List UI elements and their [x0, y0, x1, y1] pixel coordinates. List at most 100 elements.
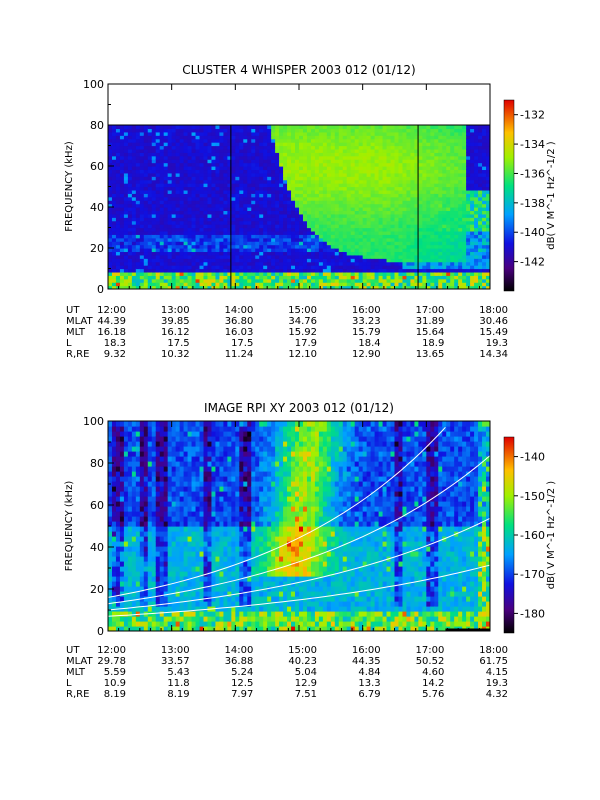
heatmap-cell: [127, 451, 133, 457]
heatmap-cell: [306, 196, 312, 201]
heatmap-cell: [127, 571, 133, 577]
heatmap-cell: [390, 155, 396, 160]
heatmap-cell: [115, 159, 121, 164]
heatmap-cell: [139, 248, 145, 253]
heatmap-cell: [147, 176, 153, 181]
heatmap-cell: [159, 183, 165, 188]
heatmap-cell: [239, 265, 244, 270]
heatmap-cell: [219, 234, 224, 239]
heatmap-cell: [318, 131, 324, 136]
heatmap-cell: [199, 203, 205, 208]
heatmap-cell: [263, 217, 268, 222]
heatmap-cell: [203, 244, 209, 249]
heatmap-cell: [366, 244, 372, 249]
heatmap-cell: [243, 244, 248, 249]
ephemeris-row-label: R,RE: [66, 349, 89, 360]
heatmap-cell: [231, 162, 236, 167]
heatmap-cell: [299, 282, 304, 287]
heatmap-cell: [283, 196, 288, 201]
heatmap-cell: [179, 237, 185, 242]
heatmap-cell: [139, 258, 145, 263]
heatmap-cell: [199, 254, 205, 259]
heatmap-cell: [215, 278, 221, 283]
heatmap-cell: [314, 200, 320, 205]
heatmap-cell: [231, 268, 236, 273]
heatmap-cell: [382, 207, 388, 212]
heatmap-cell: [410, 217, 415, 222]
heatmap-cell: [414, 162, 419, 167]
heatmap-cell: [295, 258, 300, 263]
heatmap-cell: [334, 162, 340, 167]
heatmap-cell: [183, 282, 189, 287]
heatmap-cell: [299, 135, 304, 140]
heatmap-cell: [247, 285, 252, 289]
heatmap-cell: [119, 601, 125, 607]
heatmap-cell: [454, 241, 459, 246]
heatmap-cell: [450, 224, 455, 229]
y-tick-label: 80: [90, 119, 104, 132]
heatmap-cell: [171, 254, 177, 259]
heatmap-cell: [314, 234, 320, 239]
heatmap-cell: [115, 179, 121, 184]
heatmap-cell: [338, 196, 344, 201]
heatmap-cell: [482, 258, 487, 263]
heatmap-cell: [462, 135, 467, 140]
heatmap-cell: [223, 244, 228, 249]
heatmap-cell: [111, 456, 117, 462]
heatmap-cell: [486, 179, 490, 184]
heatmap-cell: [295, 193, 300, 198]
heatmap-cell: [462, 196, 467, 201]
heatmap-cell: [251, 131, 256, 136]
heatmap-cell: [338, 217, 344, 222]
heatmap-cell: [338, 183, 344, 188]
heatmap-cell: [291, 169, 296, 174]
heatmap-cell: [426, 135, 431, 140]
heatmap-cell: [247, 145, 252, 150]
heatmap-cell: [434, 213, 439, 218]
heatmap-cell: [358, 224, 364, 229]
heatmap-cell: [354, 169, 360, 174]
heatmap-cell: [223, 248, 228, 253]
heatmap-cell: [454, 193, 459, 198]
heatmap-cell: [406, 237, 412, 242]
heatmap-cell: [199, 244, 205, 249]
ephemeris-row-label: L: [66, 338, 72, 349]
heatmap-cell: [466, 227, 471, 232]
heatmap-cell: [255, 155, 260, 160]
heatmap-cell: [462, 166, 467, 171]
heatmap-cell: [299, 125, 304, 130]
heatmap-cell: [127, 581, 133, 587]
heatmap-cell: [243, 234, 248, 239]
heatmap-cell: [211, 183, 217, 188]
heatmap-cell: [434, 278, 439, 283]
heatmap-cell: [446, 138, 451, 143]
heatmap-cell: [108, 217, 113, 222]
heatmap-cell: [251, 159, 256, 164]
heatmap-cell: [438, 237, 443, 242]
heatmap-cell: [398, 166, 404, 171]
heatmap-cell: [231, 125, 236, 130]
heatmap-cell: [470, 172, 475, 177]
heatmap-cell: [119, 531, 125, 537]
heatmap-cell: [406, 230, 412, 235]
heatmap-cell: [386, 207, 392, 212]
heatmap-cell: [306, 172, 312, 177]
heatmap-cell: [115, 193, 121, 198]
heatmap-cell: [163, 227, 169, 232]
heatmap-cell: [406, 265, 412, 270]
heatmap-cell: [482, 203, 487, 208]
heatmap-cell: [151, 268, 157, 273]
heatmap-cell: [287, 275, 292, 280]
heatmap-cell: [382, 135, 388, 140]
heatmap-cell: [231, 261, 236, 266]
heatmap-cell: [434, 179, 439, 184]
heatmap-cell: [414, 145, 419, 150]
heatmap-cell: [299, 159, 304, 164]
heatmap-cell: [108, 261, 113, 266]
heatmap-cell: [251, 261, 256, 266]
heatmap-cell: [402, 145, 408, 150]
heatmap-cell: [227, 200, 232, 205]
heatmap-cell: [227, 176, 232, 181]
heatmap-cell: [123, 476, 129, 482]
heatmap-cell: [215, 169, 221, 174]
